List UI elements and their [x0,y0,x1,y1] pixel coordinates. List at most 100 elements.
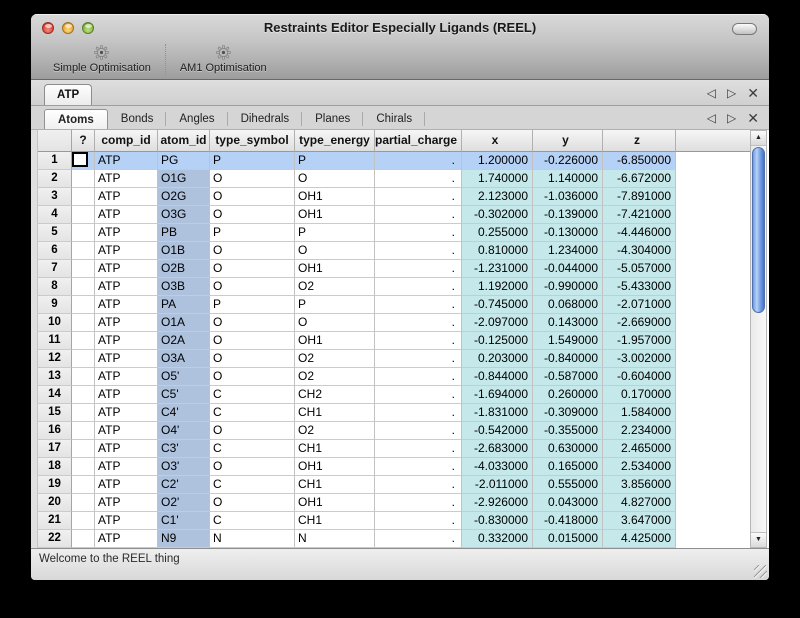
cell-atom_id[interactable]: PA [158,296,210,314]
cell-q[interactable] [72,170,95,188]
cell-x[interactable]: 1.740000 [462,170,533,188]
table-row[interactable]: 6 ATP O1B O O. 0.810000 1.234000 -4.304000 [38,242,750,260]
cell-z[interactable]: 2.234000 [603,422,676,440]
row-number[interactable]: 1 [38,152,72,170]
cell-q[interactable] [72,152,95,170]
cell-partial_charge[interactable]: . [375,404,462,422]
row-number[interactable]: 20 [38,494,72,512]
cell-atom_id[interactable]: O2' [158,494,210,512]
cell-type_energy[interactable]: P [295,224,375,242]
cell-z[interactable]: -2.071000 [603,296,676,314]
cell-type_energy[interactable]: OH1 [295,458,375,476]
scroll-up-arrow-icon[interactable]: ▲ [751,131,766,146]
cell-partial_charge[interactable]: . [375,278,462,296]
header-x[interactable]: x [462,130,533,152]
cell-type_symbol[interactable]: O [210,188,295,206]
cell-type_symbol[interactable]: C [210,476,295,494]
cell-type_symbol[interactable]: O [210,314,295,332]
cell-type_energy[interactable]: N [295,530,375,548]
cell-atom_id[interactable]: O2B [158,260,210,278]
cell-comp_id[interactable]: ATP [95,440,158,458]
row-number[interactable]: 12 [38,350,72,368]
row-number[interactable]: 21 [38,512,72,530]
table-row[interactable]: 3 ATP O2G O OH1. 2.123000 -1.036000 -7.891000 [38,188,750,206]
cell-type_energy[interactable]: O2 [295,368,375,386]
tab-close-icon[interactable]: ✕ [747,109,759,126]
cell-type_energy[interactable]: CH2 [295,386,375,404]
cell-q[interactable] [72,386,95,404]
cell-type_energy[interactable]: O2 [295,422,375,440]
cell-z[interactable]: 4.827000 [603,494,676,512]
cell-atom_id[interactable]: N9 [158,530,210,548]
cell-comp_id[interactable]: ATP [95,242,158,260]
cell-x[interactable]: -1.694000 [462,386,533,404]
cell-atom_id[interactable]: O2G [158,188,210,206]
cell-y[interactable]: 1.234000 [533,242,603,260]
cell-z[interactable]: 0.170000 [603,386,676,404]
cell-atom_id[interactable]: PG [158,152,210,170]
cell-partial_charge[interactable]: . [375,440,462,458]
cell-partial_charge[interactable]: . [375,476,462,494]
table-row[interactable]: 12 ATP O3A O O2. 0.203000 -0.840000 -3.002000 [38,350,750,368]
cell-y[interactable]: -0.418000 [533,512,603,530]
cell-type_energy[interactable]: OH1 [295,332,375,350]
cell-y[interactable]: 0.165000 [533,458,603,476]
cell-y[interactable]: -1.036000 [533,188,603,206]
table-row[interactable]: 21 ATP C1' C CH1. -0.830000 -0.418000 3.647000 [38,512,750,530]
cell-comp_id[interactable]: ATP [95,152,158,170]
cell-z[interactable]: -4.304000 [603,242,676,260]
cell-type_energy[interactable]: CH1 [295,476,375,494]
row-number[interactable]: 18 [38,458,72,476]
cell-type_symbol[interactable]: P [210,224,295,242]
cell-type_energy[interactable]: CH1 [295,512,375,530]
cell-x[interactable]: 0.203000 [462,350,533,368]
row-number[interactable]: 14 [38,386,72,404]
header-type-symbol[interactable]: type_symbol [210,130,295,152]
titlebar[interactable]: Restraints Editor Especially Ligands (RE… [31,14,769,42]
cell-type_symbol[interactable]: O [210,242,295,260]
cell-x[interactable]: -0.125000 [462,332,533,350]
cell-comp_id[interactable]: ATP [95,404,158,422]
table-row[interactable]: 4 ATP O3G O OH1. -0.302000 -0.139000 -7.421000 [38,206,750,224]
cell-y[interactable]: 0.143000 [533,314,603,332]
tab-angles[interactable]: Angles [166,109,228,129]
cell-atom_id[interactable]: O1A [158,314,210,332]
cell-atom_id[interactable]: C3' [158,440,210,458]
cell-type_energy[interactable]: O2 [295,350,375,368]
cell-q[interactable] [72,368,95,386]
cell-z[interactable]: -0.604000 [603,368,676,386]
cell-y[interactable]: -0.044000 [533,260,603,278]
close-window-button[interactable] [42,22,54,34]
cell-x[interactable]: 0.255000 [462,224,533,242]
cell-comp_id[interactable]: ATP [95,188,158,206]
cell-z[interactable]: 3.856000 [603,476,676,494]
table-row[interactable]: 11 ATP O2A O OH1. -0.125000 1.549000 -1.957000 [38,332,750,350]
cell-q[interactable] [72,440,95,458]
table-row[interactable]: 20 ATP O2' O OH1. -2.926000 0.043000 4.827000 [38,494,750,512]
cell-y[interactable]: -0.309000 [533,404,603,422]
cell-atom_id[interactable]: O1G [158,170,210,188]
cell-atom_id[interactable]: O3' [158,458,210,476]
tab-scroll-left-icon[interactable]: ◁ [706,85,717,100]
cell-x[interactable]: 1.200000 [462,152,533,170]
cell-comp_id[interactable]: ATP [95,332,158,350]
cell-comp_id[interactable]: ATP [95,476,158,494]
table-row[interactable]: 13 ATP O5' O O2. -0.844000 -0.587000 -0.604000 [38,368,750,386]
cell-q[interactable] [72,404,95,422]
cell-x[interactable]: -0.844000 [462,368,533,386]
resize-grip[interactable] [754,565,767,578]
cell-type_symbol[interactable]: P [210,296,295,314]
cell-partial_charge[interactable]: . [375,242,462,260]
cell-x[interactable]: -2.926000 [462,494,533,512]
cell-z[interactable]: 1.584000 [603,404,676,422]
cell-q[interactable] [72,530,95,548]
cell-type_energy[interactable]: OH1 [295,494,375,512]
row-number[interactable]: 2 [38,170,72,188]
cell-z[interactable]: -6.850000 [603,152,676,170]
header-question[interactable]: ? [72,130,95,152]
tab-atp[interactable]: ATP [44,84,93,105]
am1-optimisation-button[interactable]: AM1 Optimisation [170,42,277,74]
cell-x[interactable]: 0.332000 [462,530,533,548]
vertical-scrollbar[interactable]: ▲ ▼ [750,130,767,548]
cell-type_symbol[interactable]: O [210,206,295,224]
